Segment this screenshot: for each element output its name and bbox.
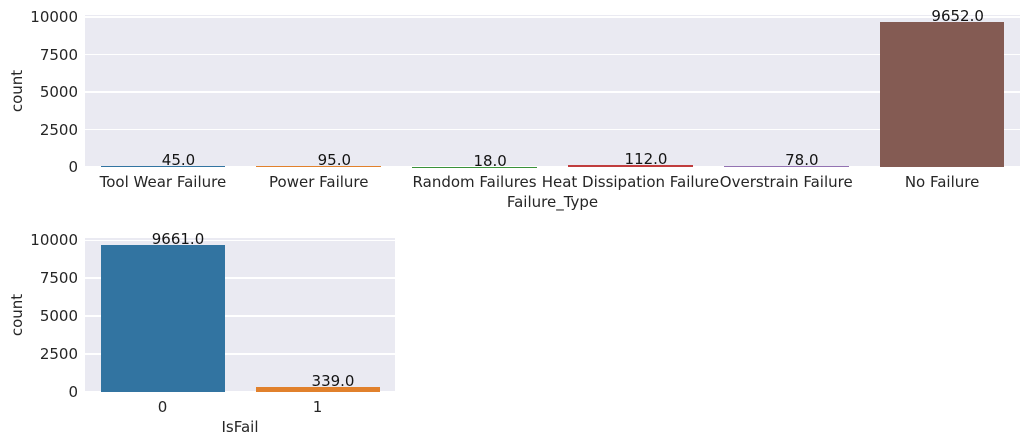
bar-value-label: 95.0: [317, 150, 352, 169]
gridline-y-2500: [85, 353, 395, 355]
bar-value-label: 45.0: [161, 151, 196, 170]
bar-tool-wear-failure: [100, 166, 226, 167]
bar-value-label: 112.0: [624, 150, 668, 169]
gridline-y-7500: [85, 53, 1020, 56]
bar-value-label: 9652.0: [931, 7, 984, 26]
gridline-y-0: [85, 166, 1020, 168]
x-tick-label: 0: [157, 398, 168, 416]
x-axis-label: IsFail: [221, 418, 259, 436]
gridline-y-10000: [85, 239, 395, 241]
bar-1: [255, 386, 380, 392]
y-tick-label: 2500: [39, 345, 78, 364]
x-tick-label: Tool Wear Failure: [99, 173, 227, 191]
bar-0: [100, 245, 225, 392]
bar-heat-dissipation-failure: [568, 165, 693, 167]
gridline-y-5000: [85, 91, 1020, 93]
plot-area: [85, 15, 1020, 167]
y-tick-label: 7500: [39, 269, 78, 288]
bar-value-label: 339.0: [311, 371, 355, 390]
y-tick-label: 10000: [30, 231, 78, 250]
y-tick-label: 2500: [39, 120, 78, 139]
gridline-y-7500: [85, 277, 395, 279]
x-tick-label: Overstrain Failure: [719, 173, 853, 191]
x-tick-label: 1: [312, 398, 323, 416]
bar-overstrain-failure: [723, 165, 849, 167]
y-tick-label: 5000: [39, 83, 78, 101]
x-axis-label: Failure_Type: [506, 193, 599, 211]
gridline-y-0: [85, 391, 395, 393]
x-tick-label: No Failure: [904, 173, 980, 191]
x-tick-label: Heat Dissipation Failure: [541, 173, 720, 191]
x-tick-label: Power Failure: [269, 173, 369, 191]
bar-value-label: 78.0: [785, 150, 819, 169]
bar-value-label: 9661.0: [151, 230, 205, 249]
bar-value-label: 18.0: [473, 151, 507, 170]
bar-no-failure: [879, 22, 1005, 167]
gridline-y-5000: [85, 315, 395, 317]
gridline-y-10000: [85, 16, 1020, 18]
x-tick-label: Random Failures: [412, 173, 537, 191]
y-tick-label: 7500: [39, 45, 78, 64]
bar-power-failure: [256, 165, 382, 167]
gridline-y-2500: [85, 128, 1020, 131]
y-tick-label: 10000: [30, 8, 78, 27]
y-tick-label: 0: [68, 383, 78, 401]
y-tick-label: 5000: [39, 307, 78, 326]
y-tick-label: 0: [68, 158, 78, 176]
